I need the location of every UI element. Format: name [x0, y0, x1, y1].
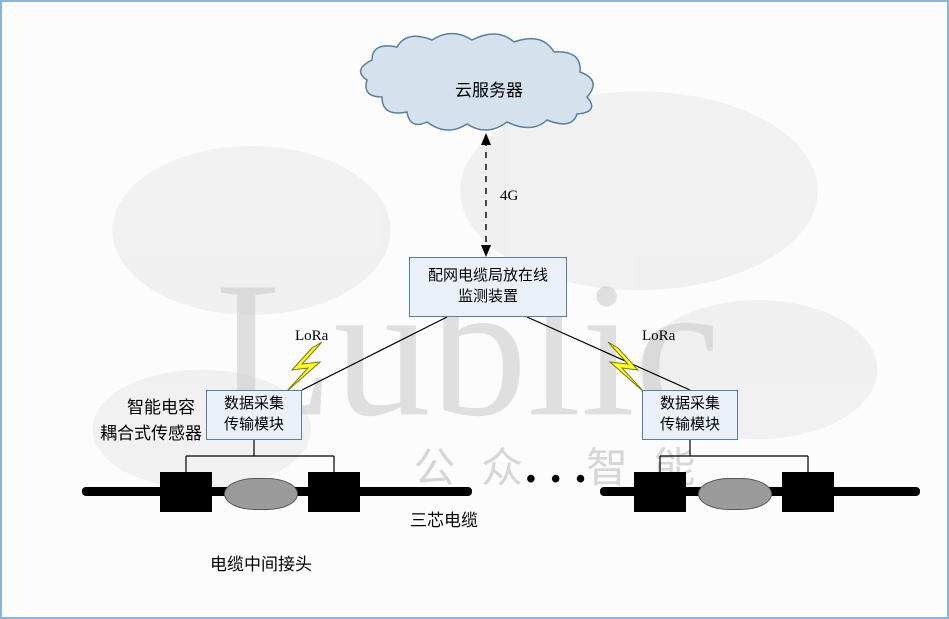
sensor-box-left-1	[160, 472, 212, 512]
cable-type-label: 三芯电缆	[410, 506, 478, 531]
monitor-line1: 配网电缆局放在线	[428, 266, 548, 287]
sensor-label-line1: 智能电容	[120, 395, 202, 421]
ellipsis: • • •	[526, 464, 589, 496]
data-module-right-line1: 数据采集	[660, 394, 720, 415]
link-4g-label: 4G	[500, 188, 518, 205]
data-module-right: 数据采集 传输模块	[642, 390, 738, 440]
lightning-right-icon	[608, 342, 644, 392]
sensor-box-right-2	[782, 472, 834, 512]
diagram-canvas: Lublic 公众 智能	[0, 0, 949, 619]
joint-label: 电缆中间接头	[210, 550, 312, 575]
data-module-left: 数据采集 传输模块	[206, 390, 302, 440]
lora-left-label: LoRa	[295, 328, 328, 345]
bracket-right	[660, 440, 808, 472]
cable-joint-left	[224, 478, 298, 510]
lightning-left-icon	[286, 342, 322, 392]
sensor-label-line2: 耦合式传感器	[100, 421, 202, 447]
sensor-label: 智能电容 耦合式传感器	[100, 395, 202, 446]
data-module-right-line2: 传输模块	[660, 415, 720, 436]
monitor-box: 配网电缆局放在线 监测装置	[409, 257, 567, 317]
lora-right-label: LoRa	[642, 328, 675, 345]
cable-joint-right	[698, 478, 772, 510]
cloud-label: 云服务器	[455, 76, 523, 101]
sensor-box-left-2	[308, 472, 360, 512]
data-module-left-line1: 数据采集	[224, 394, 284, 415]
data-module-left-line2: 传输模块	[224, 415, 284, 436]
bracket-left	[186, 440, 334, 472]
monitor-line2: 监测装置	[458, 287, 518, 308]
link-4g	[481, 133, 491, 257]
sensor-box-right-1	[634, 472, 686, 512]
